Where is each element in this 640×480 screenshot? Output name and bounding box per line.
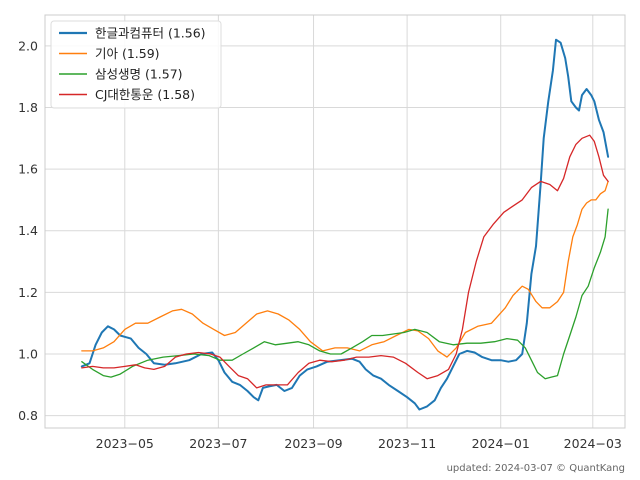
legend-box: [50, 20, 222, 109]
x-tick-label: 2024−03: [564, 436, 622, 451]
legend-label: CJ대한통운 (1.58): [95, 87, 195, 102]
legend-label: 한글과컴퓨터 (1.56): [95, 26, 206, 41]
series-line-3: [81, 208, 609, 380]
series-line-2: [81, 180, 609, 358]
y-tick-label: 1.8: [18, 100, 38, 115]
plot-frame: [44, 14, 626, 429]
x-tick-label: 2023−07: [189, 436, 247, 451]
y-tick-label: 0.8: [18, 408, 38, 423]
y-axis: 0.8 1.0 1.2 1.4 1.6 1.8 2.0: [18, 38, 38, 423]
x-tick-label: 2023−09: [284, 436, 342, 451]
legend-label: 기아 (1.59): [95, 46, 160, 61]
y-tick-label: 1.6: [18, 162, 38, 177]
series-line-1: [80, 38, 610, 411]
x-tick-label: 2023−05: [96, 436, 154, 451]
x-axis: 2023−05 2023−07 2023−09 2023−11 2024−01 2024−…: [96, 436, 622, 451]
y-tick-label: 1.4: [18, 223, 38, 238]
y-tick-label: 1.0: [18, 347, 38, 362]
y-tick-label: 2.0: [18, 38, 38, 53]
legend-label: 삼성생명 (1.57): [95, 67, 183, 82]
legend: 한글과컴퓨터 (1.56) 기아 (1.59) 삼성생명 (1.57) CJ대한통운 …: [50, 20, 222, 109]
series-layer: [80, 38, 610, 411]
series-line-4: [81, 134, 609, 389]
x-tick-label: 2023−11: [378, 436, 436, 451]
x-tick-label: 2024−01: [472, 436, 530, 451]
y-tick-label: 1.2: [18, 285, 38, 300]
footer-credit: updated: 2024-03-07 © QuantKang: [447, 463, 625, 474]
